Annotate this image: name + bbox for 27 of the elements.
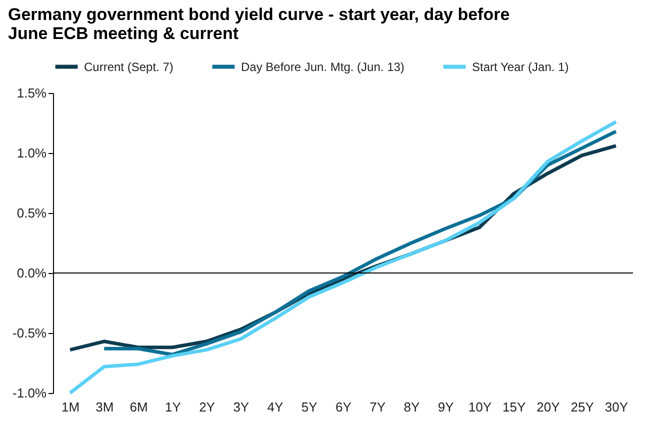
x-tick-label: 2Y (199, 400, 216, 414)
x-tick-label: 4Y (267, 400, 284, 414)
y-tick-label: -0.5% (12, 326, 47, 340)
legend-label: Start Year (Jan. 1) (472, 60, 569, 74)
legend-label: Current (Sept. 7) (84, 60, 174, 74)
x-tick-label: 5Y (301, 400, 318, 414)
legend-label: Day Before Jun. Mtg. (Jun. 13) (241, 60, 404, 74)
y-tick-label: 0.5% (16, 206, 47, 220)
x-tick-label: 20Y (536, 400, 560, 414)
x-tick-label: 8Y (404, 400, 420, 414)
x-tick-label: 6M (130, 400, 148, 414)
x-tick-label: 9Y (438, 400, 454, 414)
y-tick-label: 1.0% (16, 146, 47, 160)
y-tick-label: 0.0% (16, 266, 47, 280)
x-tick-label: 30Y (604, 400, 628, 414)
x-tick-label: 15Y (502, 400, 526, 414)
y-tick-label: -1.0% (12, 386, 47, 400)
x-tick-label: 3M (96, 400, 114, 414)
x-tick-label: 10Y (468, 400, 492, 414)
x-tick-label: 25Y (570, 400, 594, 414)
y-tick-label: 1.5% (16, 86, 47, 100)
chart-title: Germany government bond yield curve - start year, day before June ECB meeting & current (8, 5, 510, 43)
x-tick-label: 1Y (164, 400, 182, 414)
x-tick-label: 1M (62, 400, 80, 414)
x-tick-label: 6Y (336, 400, 352, 414)
x-tick-label: 3Y (233, 400, 250, 414)
x-tick-label: 7Y (370, 400, 386, 414)
